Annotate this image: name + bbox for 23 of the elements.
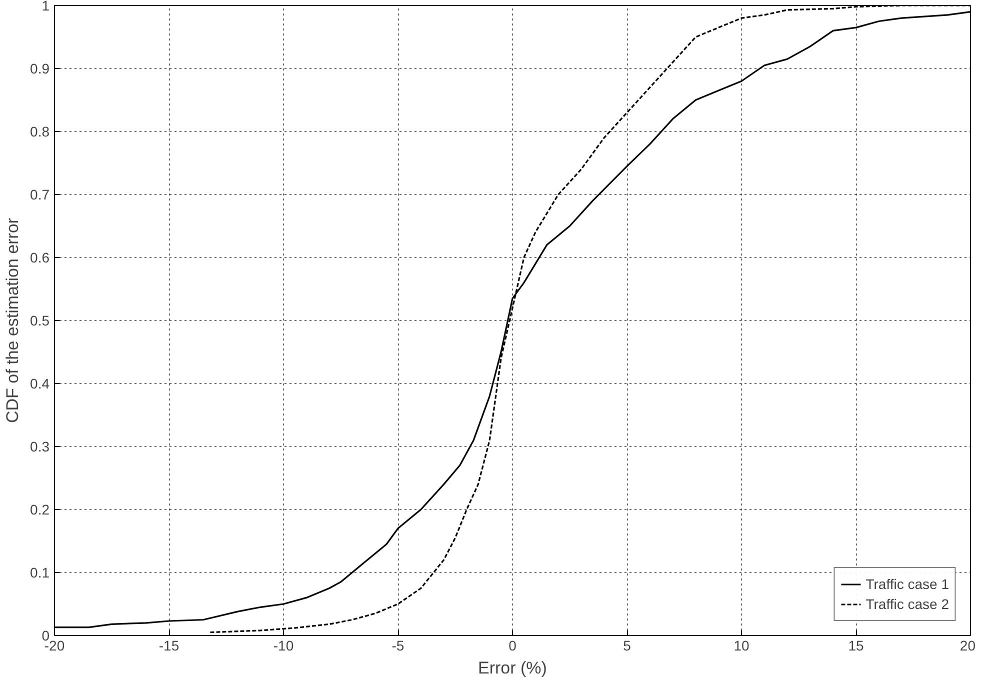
y-tick-label: 0.1 <box>30 564 50 580</box>
y-tick-label: 0.7 <box>30 186 50 202</box>
legend-label: Traffic case 1 <box>866 576 949 592</box>
x-tick-label: -10 <box>273 638 294 654</box>
y-tick-label: 0.8 <box>30 124 50 140</box>
y-tick-label: 0.2 <box>30 502 50 518</box>
x-tick-label: 20 <box>960 638 976 654</box>
x-tick-label: 15 <box>848 638 864 654</box>
x-tick-label: 0 <box>508 638 517 654</box>
x-tick-label: 5 <box>623 638 632 654</box>
x-tick-label: -5 <box>392 638 404 654</box>
legend-label: Traffic case 2 <box>866 596 949 612</box>
y-tick-label: 0.6 <box>30 250 50 266</box>
y-tick-label: 0.4 <box>30 376 50 392</box>
x-tick-label: 10 <box>734 638 750 654</box>
y-tick-label: 0.5 <box>30 312 50 328</box>
y-tick-label: 0.3 <box>30 438 50 454</box>
x-tick-label: -15 <box>158 638 180 654</box>
x-axis-title: Error (%) <box>478 658 547 678</box>
y-axis-title: CDF of the estimation error <box>3 218 22 424</box>
y-tick-label: 0.9 <box>30 60 50 76</box>
y-tick-label: 0 <box>42 628 50 644</box>
y-tick-label: 1 <box>42 0 50 14</box>
